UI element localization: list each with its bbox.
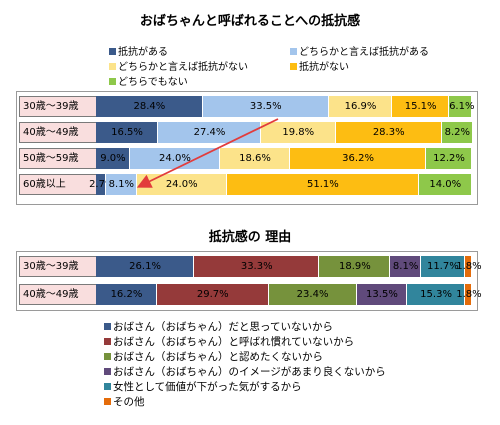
legend-swatch xyxy=(290,48,297,55)
bar-segment xyxy=(390,256,421,277)
bar-segment xyxy=(420,256,465,277)
legend-entry: 女性として価値が下がった気がするから xyxy=(104,379,302,394)
bar-segment xyxy=(290,148,427,169)
bar-segment xyxy=(441,122,473,143)
bar-segment xyxy=(449,96,472,117)
data-label: 18.6% xyxy=(239,153,271,164)
data-label: 8.1% xyxy=(108,179,135,190)
bar-segment xyxy=(96,96,203,117)
legend-swatch xyxy=(109,78,116,85)
bar-segment xyxy=(96,284,157,305)
data-label: 26.1% xyxy=(129,261,161,272)
data-label: 15.3% xyxy=(420,289,452,300)
row-label: 40歳～49歳 xyxy=(19,284,97,305)
data-label: 29.7% xyxy=(196,289,229,300)
legend-swatch xyxy=(109,63,116,70)
legend-swatch xyxy=(109,48,116,55)
data-label: 19.8% xyxy=(282,127,315,138)
bar-segment xyxy=(328,96,393,117)
bar-segment xyxy=(356,284,408,305)
chart1-title: おばちゃんと呼ばれることへの抵抗感 xyxy=(139,14,361,29)
legend-label: 抵抗がある xyxy=(118,47,168,58)
bar-segment xyxy=(261,122,336,143)
data-label: 16.2% xyxy=(110,289,143,300)
bar-segment xyxy=(335,122,442,143)
data-label: 11.7% xyxy=(426,261,459,272)
bar-segment xyxy=(96,148,130,169)
legend-label: その他 xyxy=(113,396,145,408)
row-label: 60歳以上 xyxy=(19,174,97,195)
legend-swatch xyxy=(290,63,297,70)
data-label: 1.8% xyxy=(456,289,482,300)
bar-segment xyxy=(407,284,465,305)
legend-entry: どちらかと言えば抵抗がない xyxy=(109,58,248,73)
bar-segment xyxy=(426,148,472,169)
legend-entry: おばさん（おばちゃん）のイメージがあまり良くないから xyxy=(104,364,386,379)
data-label: 13.5% xyxy=(366,289,398,300)
legend-label: どちらかと言えば抵抗がある xyxy=(299,47,429,58)
legend-swatch xyxy=(104,353,111,360)
data-label: 51.1% xyxy=(307,179,339,190)
data-label: 8.2% xyxy=(444,127,471,138)
data-label: 1.8% xyxy=(456,261,482,272)
bar-segment xyxy=(464,284,472,305)
data-label: 9.0% xyxy=(100,153,126,164)
data-label: 16.9% xyxy=(344,101,377,112)
legend-swatch xyxy=(104,398,111,405)
data-label: 15.1% xyxy=(404,101,437,112)
row-label: 50歳～59歳 xyxy=(19,148,97,169)
bar-segment xyxy=(156,284,269,305)
legend-swatch xyxy=(104,323,111,330)
bar-segment xyxy=(106,174,137,195)
bar-segment xyxy=(96,174,107,195)
legend-label: 女性として価値が下がった気がするから xyxy=(113,381,302,393)
legend-swatch xyxy=(104,383,111,390)
legend-swatch xyxy=(104,338,111,345)
bar-segment xyxy=(96,256,195,277)
data-label: 8.1% xyxy=(392,261,419,272)
data-label: 36.2% xyxy=(342,153,374,164)
data-label: 12.2% xyxy=(433,153,465,164)
legend-label: おばさん（おばちゃん）だと思っていないから xyxy=(113,321,333,333)
bar-segment xyxy=(392,96,450,117)
legend-entry: どちらでもない xyxy=(109,73,188,88)
row-label: 30歳～39歳 xyxy=(19,256,97,277)
legend-entry: 抵抗がない xyxy=(290,58,349,73)
legend-label: 抵抗がない xyxy=(299,62,349,73)
bar-segment xyxy=(319,256,391,277)
data-label: 2.7% xyxy=(89,179,115,190)
data-label: 27.4% xyxy=(193,127,226,138)
data-label: 28.4% xyxy=(133,101,166,112)
bar-segment xyxy=(464,256,472,277)
legend-entry: おばさん（おばちゃん）だと思っていないから xyxy=(104,319,333,334)
legend-label: おばさん（おばちゃん）と呼ばれ慣れていないから xyxy=(113,336,355,348)
legend-entry: 抵抗がある xyxy=(109,43,168,58)
legend-swatch xyxy=(104,368,111,375)
data-label: 23.4% xyxy=(296,289,329,300)
legend-label: おばさん（おばちゃん）と認めたくないから xyxy=(113,351,323,363)
data-label: 16.5% xyxy=(111,127,143,138)
data-label: 14.0% xyxy=(429,179,462,190)
chart2-title: 抵抗感の 理由 xyxy=(208,230,292,245)
legend-entry: その他 xyxy=(104,394,145,409)
data-label: 24.0% xyxy=(165,179,198,190)
data-label: 24.0% xyxy=(159,153,191,164)
legend-label: どちらでもない xyxy=(118,77,188,88)
legend-entry: おばさん（おばちゃん）と認めたくないから xyxy=(104,349,323,364)
data-label: 28.3% xyxy=(372,127,405,138)
legend-label: おばさん（おばちゃん）のイメージがあまり良くないから xyxy=(113,366,386,378)
data-label: 33.5% xyxy=(249,101,282,112)
bar-segment xyxy=(202,96,329,117)
data-label: 18.9% xyxy=(338,261,371,272)
bar-segment xyxy=(418,174,472,195)
row-label: 30歳～39歳 xyxy=(19,96,97,117)
legend-label: どちらかと言えば抵抗がない xyxy=(118,62,248,73)
legend-entry: おばさん（おばちゃん）と呼ばれ慣れていないから xyxy=(104,334,354,349)
data-label: 6.1% xyxy=(449,101,475,112)
data-label: 33.3% xyxy=(240,261,273,272)
legend-entry: どちらかと言えば抵抗がある xyxy=(290,43,429,58)
bar-segment xyxy=(194,256,320,277)
bar-segment xyxy=(268,284,357,305)
row-label: 40歳～49歳 xyxy=(19,122,97,143)
